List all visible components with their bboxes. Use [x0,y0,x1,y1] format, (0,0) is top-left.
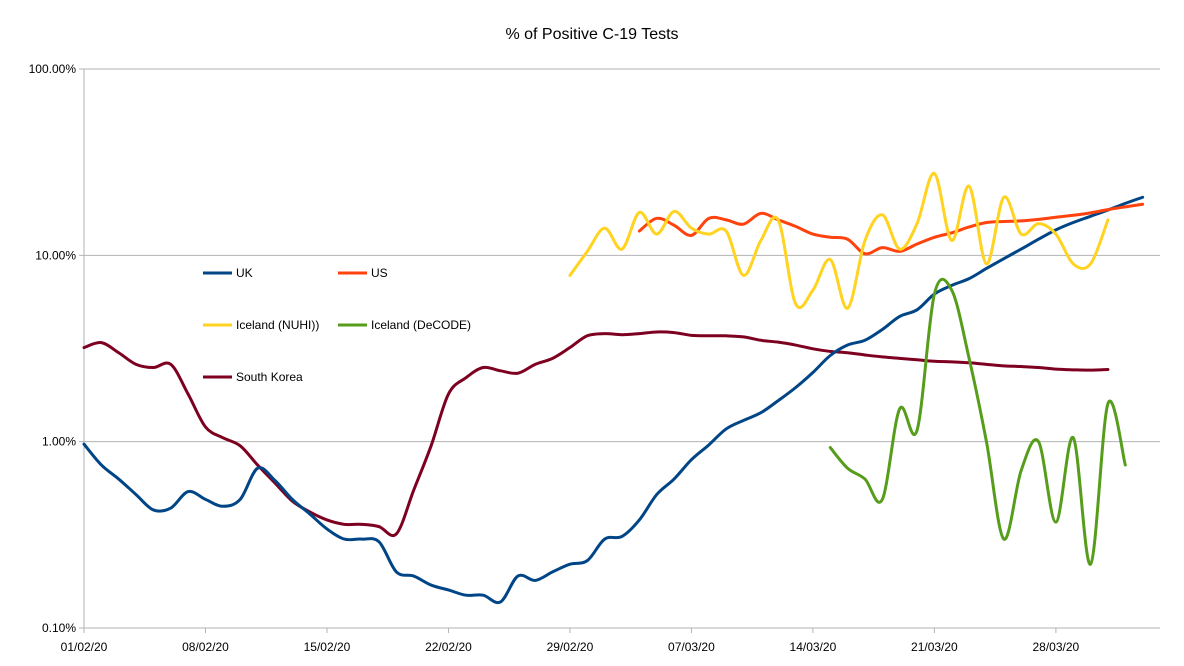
x-tick-label: 15/02/20 [304,640,351,654]
series-line-iceland-nuhi [568,171,1110,310]
x-tick-label: 21/03/20 [911,640,958,654]
x-tick-label: 01/02/20 [61,640,108,654]
series-line-iceland-decode [828,277,1127,566]
legend-item-south-korea: South Korea [203,370,303,384]
x-tick-label: 08/02/20 [182,640,229,654]
series-line-uk [82,195,1145,605]
legend-label: UK [236,266,253,280]
x-tick-label: 14/03/20 [790,640,837,654]
x-tick-label: 29/02/20 [547,640,594,654]
series-lines [82,171,1145,605]
legend-item-us: US [338,266,388,280]
grid-lines [84,68,1160,629]
legend-label: South Korea [236,370,303,384]
y-tick-label: 1.00% [42,435,76,449]
y-tick-labels: 0.10% 1.00% 10.00% 100.00% [29,62,77,635]
x-tick-label: 28/03/20 [1033,640,1080,654]
legend-item-iceland-nuhi: Iceland (NUHI)) [203,318,319,332]
legend: UK US Iceland (NUHI)) Iceland (DeCODE) South… [203,266,471,384]
y-tick-label: 100.00% [29,62,77,76]
legend-item-iceland-decode: Iceland (DeCODE) [338,318,471,332]
series-line-south-korea [82,330,1110,538]
y-tick-label: 10.00% [35,248,76,262]
chart-title: % of Positive C-19 Tests [505,26,678,43]
legend-label: Iceland (NUHI)) [236,318,319,332]
x-tick-labels: 01/02/20 08/02/20 15/02/20 22/02/20 29/02/20… [61,640,1080,654]
legend-label: Iceland (DeCODE) [371,318,471,332]
y-tick-label: 0.10% [42,621,76,635]
legend-item-uk: UK [203,266,253,280]
x-tick-label: 07/03/20 [668,640,715,654]
series-line-us [637,202,1145,256]
legend-label: US [371,266,388,280]
x-tick-label: 22/02/20 [425,640,472,654]
axes [79,68,1160,633]
